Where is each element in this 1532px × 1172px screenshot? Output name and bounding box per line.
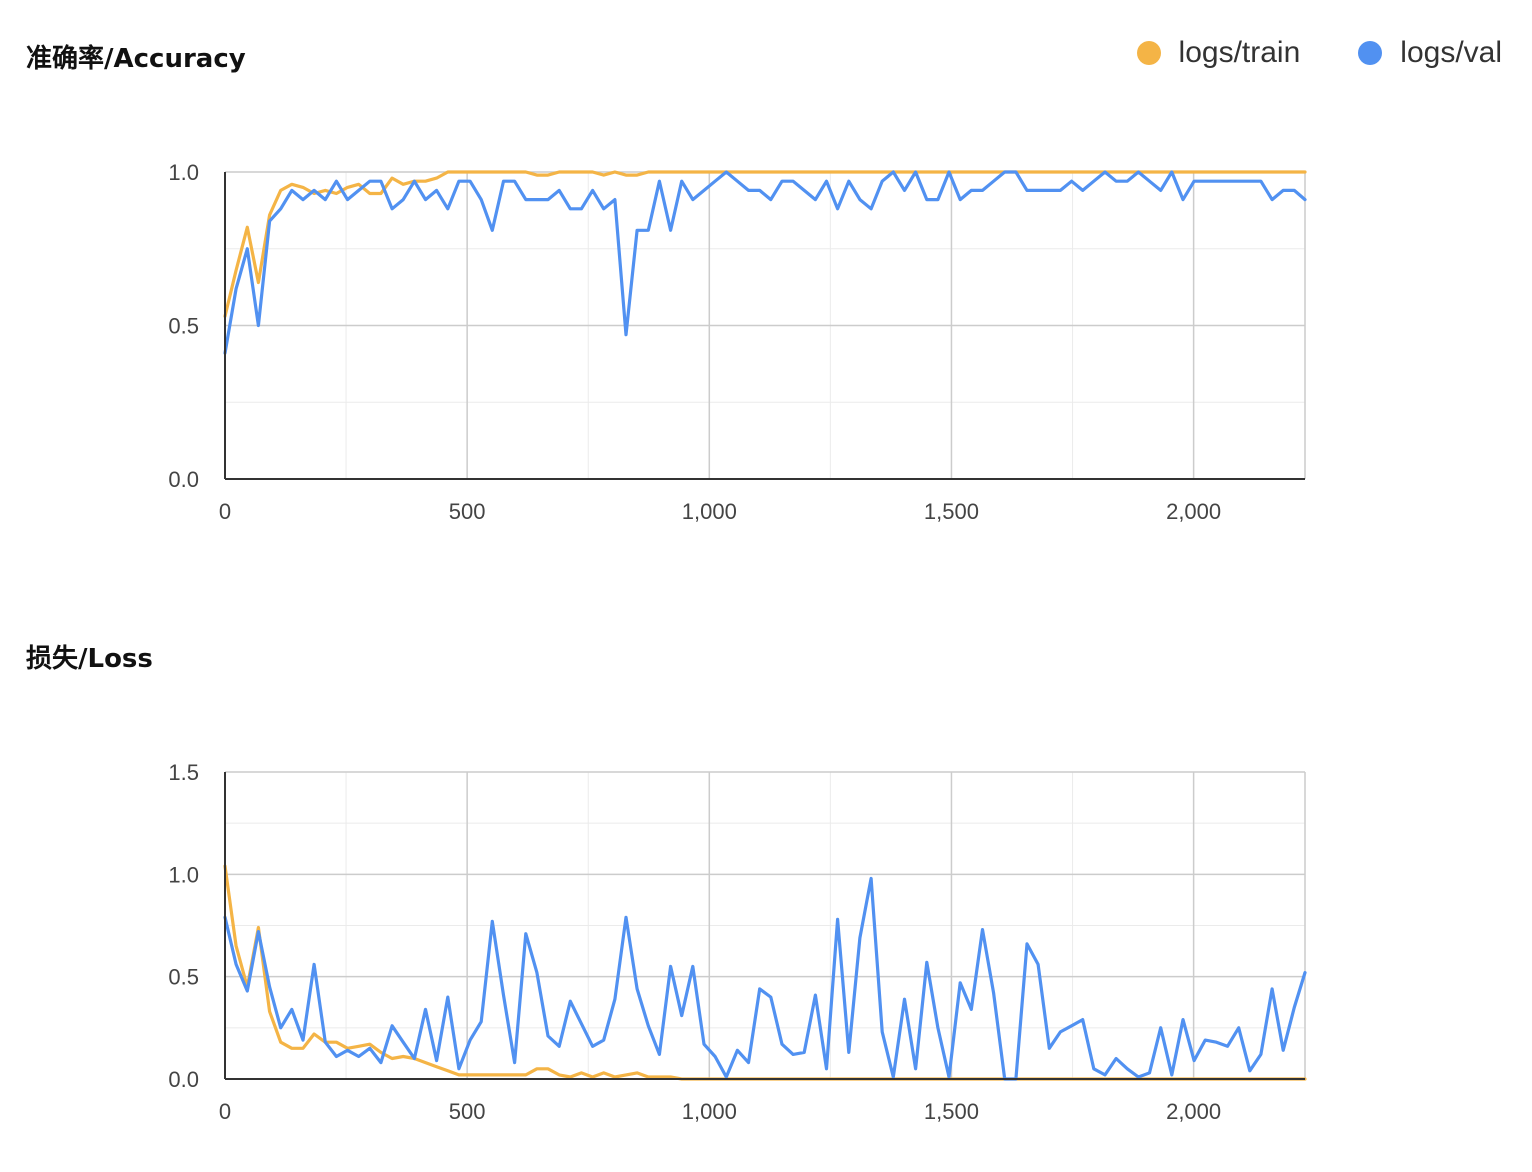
x-tick-label: 500	[449, 499, 486, 524]
x-tick-label: 0	[219, 1099, 231, 1124]
y-tick-label: 0.5	[168, 965, 199, 990]
x-tick-label: 1,000	[682, 499, 737, 524]
legend-swatch-val	[1358, 41, 1383, 65]
legend-swatch-train	[1136, 41, 1161, 65]
accuracy-chart: 0.0 0.5 1.0 0 500 1,000 1,500 2,000	[168, 160, 1307, 524]
series-line-logs-val	[223, 876, 1307, 1081]
x-tick-label: 2,000	[1166, 1099, 1221, 1124]
y-tick-label: 0.5	[168, 314, 199, 339]
x-tick-label: 1,500	[924, 1099, 979, 1124]
accuracy-chart-title: 准确率/Accuracy	[26, 44, 246, 74]
loss-chart: 0.0 0.5 1.0 1.5 0 500 1,000 1,500 2,000	[168, 760, 1307, 1124]
legend-label-train: logs/train	[1178, 36, 1301, 69]
loss-chart-title: 损失/Loss	[26, 644, 153, 674]
y-tick-label: 1.5	[168, 760, 199, 785]
x-tick-label: 0	[219, 499, 231, 524]
x-tick-label: 1,500	[924, 499, 979, 524]
x-tick-label: 500	[449, 1099, 486, 1124]
x-tick-label: 1,000	[682, 1099, 737, 1124]
series-line-logs-val	[223, 170, 1307, 355]
legend-label-val: logs/val	[1400, 36, 1502, 69]
legend-item-val[interactable]: logs/val	[1358, 36, 1502, 70]
y-tick-label: 1.0	[168, 160, 199, 185]
legend-item-train[interactable]: logs/train	[1136, 36, 1301, 70]
y-tick-label: 0.0	[168, 467, 199, 492]
chart-legend: logs/train logs/val	[1136, 36, 1502, 70]
x-tick-label: 2,000	[1166, 499, 1221, 524]
y-tick-label: 0.0	[168, 1067, 199, 1092]
y-tick-label: 1.0	[168, 862, 199, 887]
